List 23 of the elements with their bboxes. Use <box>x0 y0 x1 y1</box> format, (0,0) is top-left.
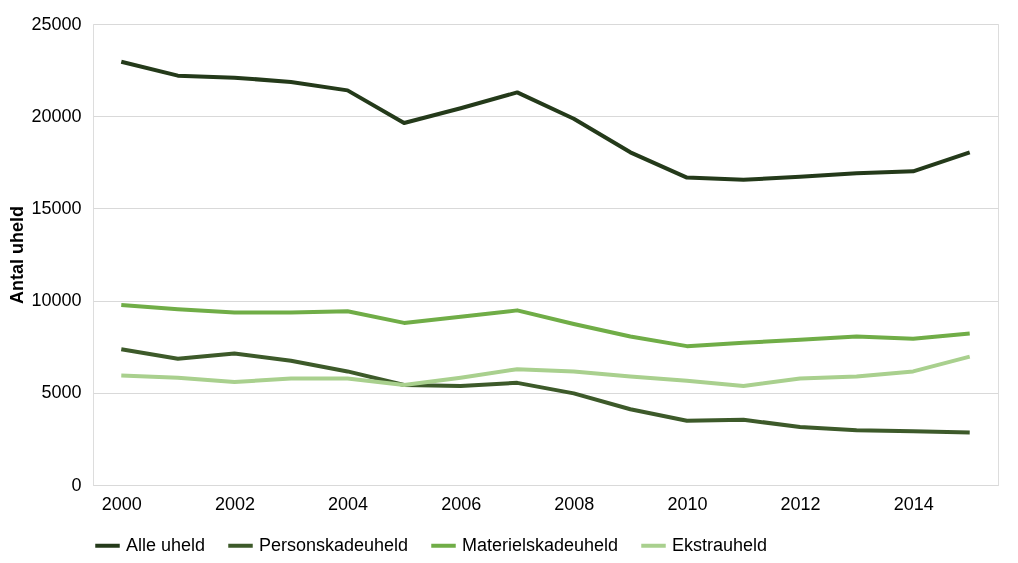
x-tick-label: 2006 <box>441 493 482 514</box>
x-tick-label: 2014 <box>893 493 934 514</box>
x-tick-label: 2000 <box>101 493 142 514</box>
y-axis-title: Antal uheld <box>7 206 28 304</box>
x-tick-label: 2010 <box>667 493 708 514</box>
x-tick-label: 2008 <box>554 493 595 514</box>
y-tick-label: 25000 <box>31 13 82 34</box>
x-tick-label: 2012 <box>780 493 821 514</box>
line-series <box>119 354 972 388</box>
legend-label: Personskadeuheld <box>259 534 409 555</box>
x-tick-label: 2004 <box>328 493 369 514</box>
y-tick-label: 0 <box>71 474 82 495</box>
line-series <box>119 59 972 182</box>
x-tick-label: 2002 <box>214 493 255 514</box>
legend-label: Materielskadeuheld <box>462 534 619 555</box>
line-series <box>119 303 972 349</box>
y-tick-label: 20000 <box>31 105 82 126</box>
y-tick-label: 15000 <box>31 197 82 218</box>
line-series <box>119 347 972 435</box>
legend-label: Alle uheld <box>126 534 206 555</box>
y-tick-label: 5000 <box>41 382 82 403</box>
legend-label: Ekstrauheld <box>672 534 768 555</box>
y-tick-label: 10000 <box>31 290 82 311</box>
